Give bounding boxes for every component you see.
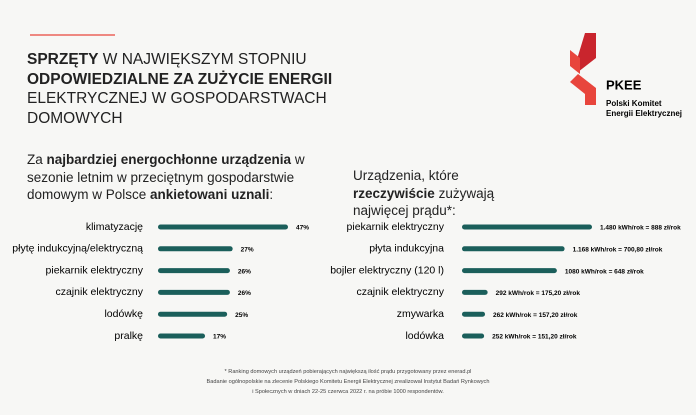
bar — [462, 224, 592, 230]
bar — [158, 268, 230, 274]
bar — [462, 289, 488, 295]
category-label: lodówkę — [104, 308, 143, 320]
category-label: zmywarka — [397, 308, 444, 320]
bar — [158, 224, 288, 230]
subtitle-part: Urządzenia, które — [353, 168, 459, 183]
subtitle-part: zużywają najwięcej prądu*: — [353, 185, 495, 219]
category-label: płytę indukcyjną/elektryczną — [12, 243, 143, 255]
value-label: 292 kWh/rok = 175,20 zł/rok — [496, 290, 581, 297]
title-part: SPRZĘTY — [27, 51, 99, 68]
value-label: 47% — [296, 225, 309, 232]
bar — [158, 289, 230, 295]
bar — [462, 246, 565, 252]
title: SPRZĘTY W NAJWIĘKSZYM STOPNIU ODPOWIEDZI… — [27, 50, 357, 128]
category-label: piekarnik elektryczny — [347, 221, 445, 233]
bar — [462, 311, 486, 317]
subtitle: Urządzenia, które rzeczywiście zużywają … — [353, 167, 543, 220]
title-part: ODPOWIEDZIALNE ZA ZUŻYCIE ENERGII — [27, 70, 333, 88]
value-label: 262 kWh/rok = 157,20 zł/rok — [493, 312, 578, 319]
category-label: czajnik elektryczny — [356, 286, 444, 298]
category-label: lodówka — [405, 330, 444, 342]
footnote: * Ranking domowych urządzeń pobierającyc… — [224, 369, 472, 375]
bar — [462, 268, 557, 274]
category-label: pralkę — [114, 330, 143, 342]
bar — [158, 311, 228, 317]
footnotes: * Ranking domowych urządzeń pobierającyc… — [0, 367, 696, 397]
bar — [158, 246, 233, 252]
value-label: 26% — [238, 268, 251, 275]
title-part: W NAJWIĘKSZYM STOPNIU — [98, 51, 307, 68]
category-label: piekarnik elektryczny — [46, 264, 144, 276]
value-label: 1080 kWh/rok = 648 zł/rok — [565, 268, 644, 275]
title-part: ELEKTRYCZNEJ W GOSPODARSTWACH DOMOWYCH — [27, 90, 327, 127]
subtitle-part: : — [269, 187, 274, 202]
subtitle-part: najbardziej energochłonne urządzenia — [46, 152, 292, 167]
category-label: czajnik elektryczny — [55, 286, 143, 298]
subtitle-part: ankietowani uznali — [150, 187, 270, 202]
subtitle: Za najbardziej energochłonne urządzenia … — [27, 151, 312, 204]
value-label: 1.480 kWh/rok = 888 zł/rok — [600, 225, 681, 232]
bar — [462, 333, 485, 339]
value-label: 252 kWh/rok = 151,20 zł/rok — [492, 334, 577, 341]
category-label: bojler elektryczny (120 l) — [330, 264, 444, 276]
subtitle-part: w sezonie letnim w przeciętnym gospodars… — [27, 152, 305, 202]
subtitle-part: rzeczywiście — [353, 185, 435, 201]
footnote: Badanie ogólnopolskie na zlecenie Polski… — [206, 379, 490, 385]
logo-mark — [570, 33, 596, 105]
logo-name: PKEE — [606, 77, 642, 92]
value-label: 17% — [213, 334, 226, 341]
value-label: 26% — [238, 290, 251, 297]
value-label: 1.168 kWh/rok = 700,80 zł/rok — [573, 247, 663, 254]
value-label: 25% — [235, 312, 248, 319]
logo-line: Energii Elektrycznej — [606, 109, 682, 118]
footnote: i Społecznych w dniach 22-25 czerwca 202… — [252, 389, 444, 395]
category-label: płyta indukcyjna — [369, 243, 444, 255]
subtitle-part: Za — [27, 152, 47, 167]
logo-line: Polski Komitet — [606, 99, 662, 108]
bar — [158, 333, 206, 339]
category-label: klimatyzację — [86, 221, 143, 233]
value-label: 27% — [241, 247, 254, 254]
